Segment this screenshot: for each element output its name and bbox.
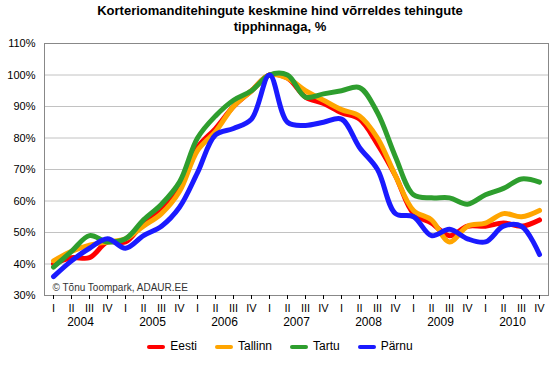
svg-text:III: III xyxy=(229,302,238,314)
svg-text:III: III xyxy=(157,302,166,314)
svg-text:II: II xyxy=(356,302,362,314)
svg-text:II: II xyxy=(68,302,74,314)
html-text:Pärnu: Pärnu xyxy=(380,339,413,353)
svg-text:IV: IV xyxy=(246,302,257,314)
svg-text:2007: 2007 xyxy=(283,315,310,329)
svg-text:110%: 110% xyxy=(8,37,36,49)
svg-text:IV: IV xyxy=(174,302,185,314)
svg-text:2008: 2008 xyxy=(355,315,382,329)
svg-text:2004: 2004 xyxy=(67,315,94,329)
svg-text:IV: IV xyxy=(390,302,401,314)
svg-text:III: III xyxy=(85,302,94,314)
svg-text:70%: 70% xyxy=(13,163,35,175)
svg-text:100%: 100% xyxy=(7,69,35,81)
svg-text:30%: 30% xyxy=(13,289,35,301)
html-text:Tartu: Tartu xyxy=(313,339,340,353)
svg-text:IV: IV xyxy=(102,302,113,314)
svg-text:II: II xyxy=(500,302,506,314)
svg-text:II: II xyxy=(428,302,434,314)
svg-text:I: I xyxy=(484,302,487,314)
svg-text:40%: 40% xyxy=(13,258,35,270)
svg-text:60%: 60% xyxy=(13,195,35,207)
svg-text:II: II xyxy=(140,302,146,314)
svg-text:IV: IV xyxy=(318,302,329,314)
svg-text:I: I xyxy=(52,302,55,314)
svg-text:2010: 2010 xyxy=(499,315,526,329)
svg-text:III: III xyxy=(517,302,526,314)
svg-text:I: I xyxy=(340,302,343,314)
svg-text:90%: 90% xyxy=(13,100,35,112)
svg-text:III: III xyxy=(373,302,382,314)
svg-text:I: I xyxy=(196,302,199,314)
svg-text:© Tõnu Toompark, ADAUR.EE: © Tõnu Toompark, ADAUR.EE xyxy=(53,282,189,293)
svg-text:2009: 2009 xyxy=(427,315,454,329)
svg-text:80%: 80% xyxy=(13,132,35,144)
svg-text:IV: IV xyxy=(534,302,545,314)
svg-text:I: I xyxy=(412,302,415,314)
svg-text:50%: 50% xyxy=(13,226,35,238)
html-text:Korteriomanditehingute keskmin: Korteriomanditehingute keskmine hind võr… xyxy=(97,3,463,34)
svg-text:III: III xyxy=(445,302,454,314)
svg-text:I: I xyxy=(124,302,127,314)
svg-text:I: I xyxy=(268,302,271,314)
svg-text:II: II xyxy=(212,302,218,314)
html-text:Eesti: Eesti xyxy=(170,339,197,353)
svg-text:II: II xyxy=(284,302,290,314)
svg-text:IV: IV xyxy=(462,302,473,314)
svg-text:2006: 2006 xyxy=(211,315,238,329)
svg-text:III: III xyxy=(301,302,310,314)
html-text:Tallinn: Tallinn xyxy=(238,339,272,353)
svg-text:2005: 2005 xyxy=(139,315,166,329)
